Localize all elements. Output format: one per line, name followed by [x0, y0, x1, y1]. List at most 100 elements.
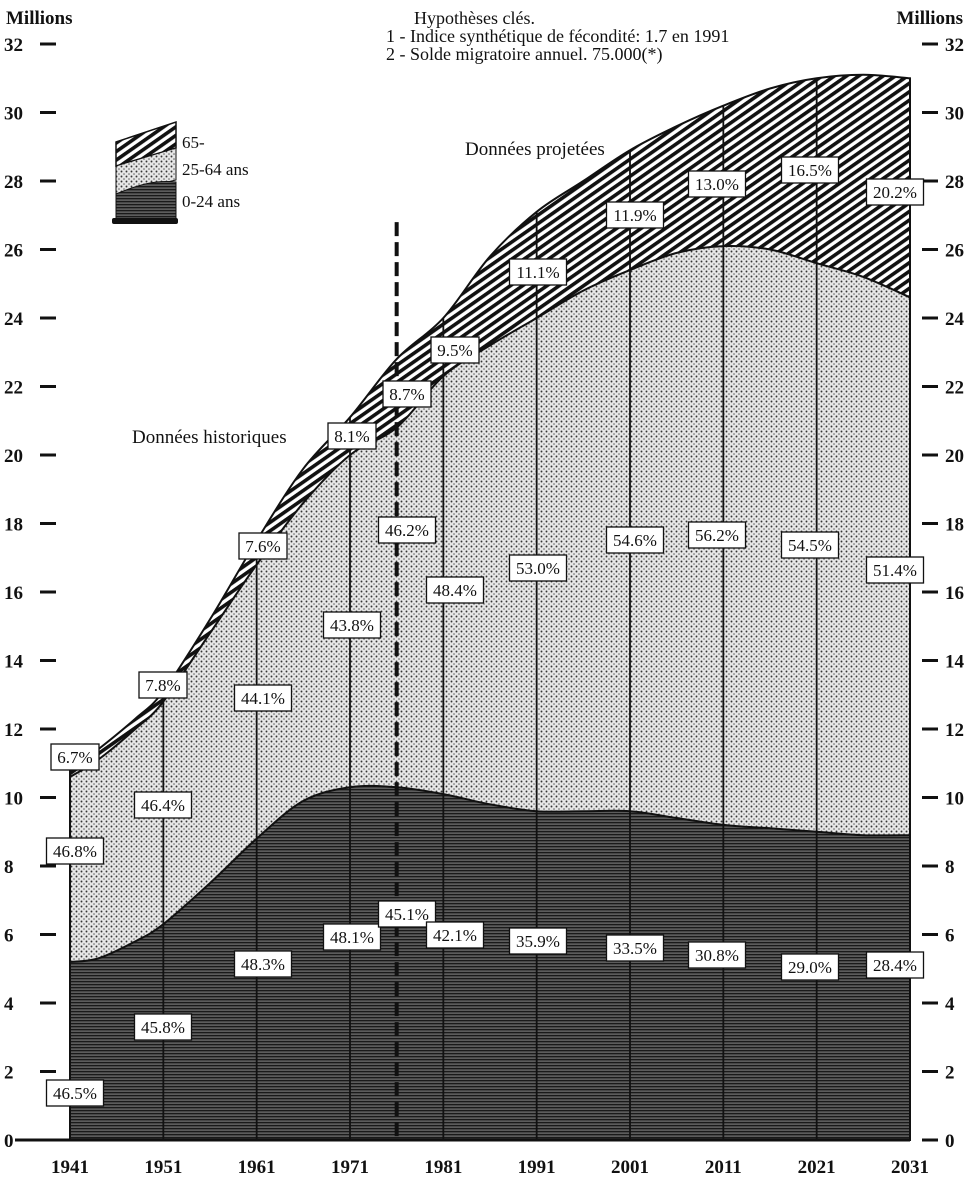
svg-text:11.9%: 11.9%: [613, 206, 656, 225]
legend-label-0-24: 0-24 ans: [182, 192, 240, 211]
legend: 65- 25-64 ans 0-24 ans: [112, 120, 249, 224]
pct-label-young-1: 45.8%: [133, 1013, 193, 1041]
pct-label-young-10: 28.4%: [865, 951, 925, 979]
pct-label-old-3: 8.1%: [327, 422, 377, 450]
svg-text:28.4%: 28.4%: [873, 956, 917, 975]
y-tick-label-left-18: 18: [4, 515, 23, 536]
x-tick-label-1981: 1981: [424, 1157, 462, 1178]
svg-text:53.0%: 53.0%: [516, 559, 560, 578]
pct-label-adult-9: 54.5%: [780, 531, 840, 559]
y-tick-label-right-0: 0: [945, 1131, 955, 1152]
percentage-labels: 6.7% 7.8% 7.6% 8.1% 8.7% 9.5% 11.1% 11.9% 13.0% 1…: [45, 156, 925, 1107]
area-0-24: [69, 784, 911, 1141]
y-tick-label-left-12: 12: [4, 720, 23, 741]
svg-text:20.2%: 20.2%: [873, 183, 917, 202]
pct-label-old-10: 20.2%: [865, 178, 925, 206]
y-tick-label-right-6: 6: [945, 926, 955, 947]
notes-title: Hypothèses clés.: [414, 8, 535, 28]
pct-label-adult-0: 46.8%: [45, 837, 105, 865]
pct-label-adult-5: 48.4%: [425, 576, 485, 604]
pct-label-young-2: 48.3%: [233, 950, 293, 978]
pct-label-young-9: 29.0%: [780, 953, 840, 981]
svg-text:33.5%: 33.5%: [613, 939, 657, 958]
svg-text:56.2%: 56.2%: [695, 526, 739, 545]
svg-text:11.1%: 11.1%: [516, 263, 559, 282]
y-tick-label-right-20: 20: [945, 446, 964, 467]
y-tick-label-right-24: 24: [945, 309, 965, 330]
svg-text:7.6%: 7.6%: [245, 537, 280, 556]
legend-base: [112, 218, 178, 224]
svg-text:48.4%: 48.4%: [433, 581, 477, 600]
x-tick-label-2001: 2001: [611, 1157, 649, 1178]
y-tick-label-left-16: 16: [4, 583, 23, 604]
svg-text:16.5%: 16.5%: [788, 161, 832, 180]
y-tick-label-right-18: 18: [945, 515, 964, 536]
y-tick-label-left-32: 32: [4, 35, 23, 56]
svg-text:9.5%: 9.5%: [437, 341, 472, 360]
y-axis-label-right: Millions: [896, 8, 963, 29]
svg-text:48.3%: 48.3%: [241, 955, 285, 974]
x-tick-label-1991: 1991: [518, 1157, 556, 1178]
legend-label-25-64: 25-64 ans: [182, 160, 249, 179]
svg-text:8.7%: 8.7%: [389, 385, 424, 404]
pct-label-adult-2: 44.1%: [233, 684, 293, 712]
pct-label-adult-8: 56.2%: [687, 521, 747, 549]
y-tick-label-left-24: 24: [4, 309, 24, 330]
svg-text:13.0%: 13.0%: [695, 175, 739, 194]
legend-label-65-plus: 65-: [182, 133, 205, 152]
y-tick-label-left-26: 26: [4, 241, 23, 262]
annotation-projected: Données projetées: [465, 139, 605, 160]
svg-text:46.2%: 46.2%: [385, 521, 429, 540]
y-tick-label-right-4: 4: [945, 994, 955, 1015]
svg-text:46.4%: 46.4%: [141, 796, 185, 815]
y-tick-label-right-30: 30: [945, 104, 964, 125]
x-tick-label-2021: 2021: [798, 1157, 836, 1178]
svg-text:45.8%: 45.8%: [141, 1018, 185, 1037]
x-tick-label-2031: 2031: [891, 1157, 929, 1178]
y-tick-label-right-10: 10: [945, 789, 964, 810]
y-tick-label-left-8: 8: [4, 857, 14, 878]
svg-text:35.9%: 35.9%: [516, 932, 560, 951]
svg-text:44.1%: 44.1%: [241, 689, 285, 708]
x-tick-label-1971: 1971: [331, 1157, 369, 1178]
x-tick-label-1951: 1951: [144, 1157, 182, 1178]
pct-label-adult-4: 46.2%: [377, 516, 437, 544]
pct-label-old-5: 9.5%: [430, 336, 480, 364]
y-tick-label-right-12: 12: [945, 720, 964, 741]
pct-label-old-1: 7.8%: [138, 671, 188, 699]
annotation-historical: Données historiques: [132, 427, 287, 448]
y-tick-label-left-0: 0: [4, 1131, 14, 1152]
pct-label-young-3: 48.1%: [322, 923, 382, 951]
pct-label-adult-3: 43.8%: [322, 611, 382, 639]
pct-label-old-9: 16.5%: [780, 156, 840, 184]
x-tick-label-2011: 2011: [705, 1157, 742, 1178]
pct-label-adult-6: 53.0%: [508, 554, 568, 582]
legend-swatch-0-24: [115, 181, 177, 223]
svg-text:46.5%: 46.5%: [53, 1084, 97, 1103]
pct-label-old-4: 8.7%: [382, 380, 432, 408]
y-tick-label-left-10: 10: [4, 789, 23, 810]
y-tick-label-left-2: 2: [4, 1063, 14, 1084]
svg-text:29.0%: 29.0%: [788, 958, 832, 977]
pct-label-young-5: 42.1%: [425, 921, 485, 949]
y-tick-label-right-14: 14: [945, 652, 965, 673]
svg-text:6.7%: 6.7%: [57, 748, 92, 767]
y-tick-label-right-8: 8: [945, 857, 955, 878]
y-tick-label-right-26: 26: [945, 241, 964, 262]
x-tick-label-1961: 1961: [238, 1157, 276, 1178]
svg-text:43.8%: 43.8%: [330, 616, 374, 635]
note-fertility: 1 - Indice synthétique de fécondité: 1.7…: [386, 26, 729, 46]
pct-label-old-7: 11.9%: [605, 201, 665, 229]
svg-text:45.1%: 45.1%: [385, 905, 429, 924]
y-tick-label-left-20: 20: [4, 446, 23, 467]
y-tick-label-right-32: 32: [945, 35, 964, 56]
y-tick-label-left-4: 4: [4, 994, 14, 1015]
pct-label-adult-10: 51.4%: [865, 556, 925, 584]
svg-text:42.1%: 42.1%: [433, 926, 477, 945]
y-tick-label-right-22: 22: [945, 378, 964, 399]
svg-text:46.8%: 46.8%: [53, 842, 97, 861]
pct-label-adult-1: 46.4%: [133, 791, 193, 819]
